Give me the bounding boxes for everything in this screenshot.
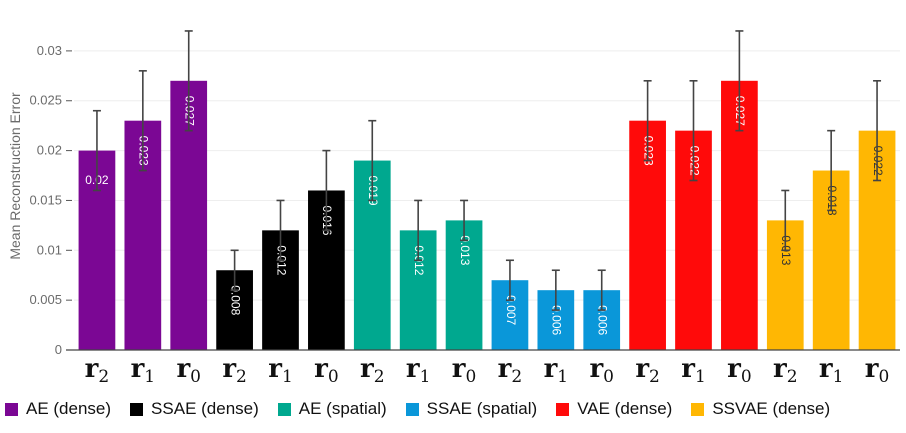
data-label: 0.023 [137,136,151,166]
data-label: 0.027 [183,96,197,126]
y-tick-label: 0.03 [37,43,62,58]
legend-label: AE (spatial) [298,399,387,418]
y-tick-label: 0.005 [29,292,62,307]
data-label: 0.007 [504,295,518,325]
legend-label: SSAE (spatial) [426,399,538,418]
legend-swatch [277,402,291,416]
data-label: 0.023 [641,136,655,166]
bar-chart: 0 0.005 0.01 0.015 0.02 0.025 0.03 Mean Reconst… [7,30,900,387]
data-label: 0.022 [687,146,701,176]
data-label: 0.018 [825,186,839,216]
x-tick-label: r2 [498,354,523,387]
data-label: 0.013 [458,235,472,265]
y-tick-label: 0.015 [29,192,62,207]
x-tick-label: r2 [222,354,247,387]
legend-label: SSVAE (dense) [712,399,831,418]
bar [445,220,483,350]
data-label: 0.006 [596,305,610,335]
x-tick-label: r0 [589,354,614,387]
x-tick-label: r2 [635,354,660,387]
legend-label: AE (dense) [26,399,112,418]
data-label: 0.016 [320,205,334,235]
legend-label: SSAE (dense) [151,399,259,418]
y-tick-label: 0 [55,342,62,357]
data-label: 0.008 [228,285,242,315]
x-tick-label: r0 [176,354,201,387]
legend-swatch [556,402,570,416]
data-label: 0.006 [550,305,564,335]
y-tick-label: 0.025 [29,93,62,108]
chart-legend: AE (dense) SSAE (dense) AE (spatial) SSAE (… [0,398,906,420]
x-tick-label: r2 [85,354,110,387]
legend-swatch [691,402,705,416]
data-label: 0.027 [733,96,747,126]
legend-item: VAE (dense) [556,399,672,419]
x-tick-label: r0 [452,354,477,387]
legend-item: SSAE (dense) [130,399,259,419]
y-axis-label: Mean Reconstruction Error [7,92,23,260]
x-tick-label: r1 [544,354,569,387]
x-tick-label: r1 [268,354,293,387]
x-tick-label: r1 [819,354,844,387]
x-tick-label: r0 [865,354,890,387]
x-tick-label: r0 [314,354,339,387]
x-tick-label: r2 [360,354,385,387]
legend-label: VAE (dense) [577,399,673,418]
y-tick-label: 0.01 [37,242,62,257]
x-tick-label: r1 [131,354,156,387]
y-tick-label: 0.02 [37,143,62,158]
x-tick-label: r1 [406,354,431,387]
legend-item: AE (dense) [5,399,111,419]
legend-swatch [405,402,419,416]
data-label: 0.019 [366,176,380,206]
data-label: 0.022 [871,146,885,176]
x-tick-label: r0 [727,354,752,387]
legend-swatch [5,402,18,416]
legend-swatch [130,402,144,416]
x-tick-label: r2 [773,354,798,387]
x-tick-label: r1 [681,354,706,387]
legend-item: SSVAE (dense) [691,399,830,419]
legend-item: AE (spatial) [277,399,387,419]
legend-item: SSAE (spatial) [405,399,538,419]
